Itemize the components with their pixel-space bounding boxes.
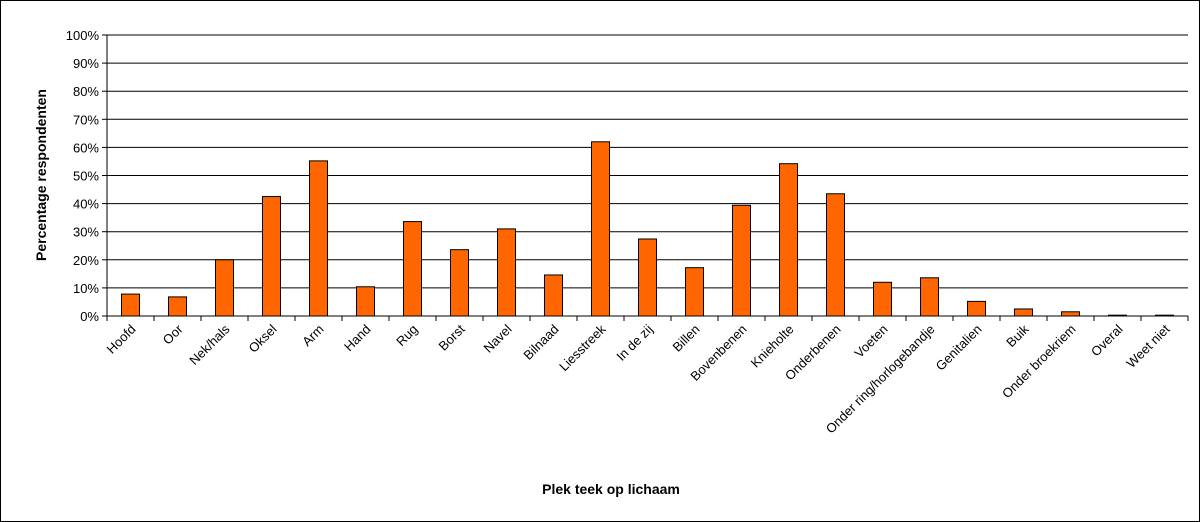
y-tick-label: 80% — [73, 84, 99, 99]
y-tick-label: 60% — [73, 140, 99, 155]
x-tick-label: Voeten — [851, 322, 890, 361]
bar — [309, 160, 328, 317]
x-tick-label: Oksel — [246, 321, 280, 355]
bar — [544, 274, 563, 317]
bar — [638, 238, 657, 317]
bars — [121, 141, 1174, 317]
y-tick-label: 100% — [66, 28, 100, 43]
x-tick-label: Hoofd — [103, 322, 138, 357]
y-tick-label: 20% — [73, 253, 99, 268]
bar — [262, 196, 281, 317]
y-tick-label: 70% — [73, 112, 99, 127]
bar — [826, 193, 845, 317]
bar — [873, 281, 892, 317]
y-tick-label: 90% — [73, 56, 99, 71]
x-tick-label: Weet niet — [1123, 321, 1173, 371]
y-tick-label: 0% — [80, 309, 99, 324]
x-tick-label: Overal — [1088, 321, 1126, 359]
x-tick-label: Buik — [1003, 321, 1032, 350]
bar — [732, 204, 751, 317]
y-tick-label: 10% — [73, 281, 99, 296]
x-tick-label: Knieholte — [748, 322, 797, 371]
x-axis-title: Plek teek op lichaam — [542, 481, 680, 497]
x-tick-label: Liesstreek — [556, 321, 609, 374]
y-axis-tick-labels: 0% 10% 20% 30% 40% 50% 60% 70% 80% 90% 100% — [66, 28, 100, 324]
bar — [685, 267, 704, 317]
x-tick-label: Nek/hals — [186, 321, 233, 368]
x-tick-label: Navel — [481, 321, 515, 355]
bar — [967, 300, 986, 317]
x-tick-label: Borst — [436, 321, 468, 353]
x-tick-label: Billen — [670, 322, 703, 355]
bar — [920, 277, 939, 317]
bar — [215, 259, 234, 317]
x-tick-label: Oor — [160, 321, 186, 347]
x-tick-label: Genitalien — [933, 322, 985, 374]
bar — [1061, 311, 1080, 317]
bar — [121, 293, 140, 317]
x-tick-label: Hand — [341, 322, 374, 355]
bar — [450, 249, 469, 317]
y-tick-label: 40% — [73, 197, 99, 212]
x-tick-label: Bilnaad — [520, 322, 561, 363]
bar — [779, 163, 798, 317]
x-tick-label: In de zij — [613, 321, 655, 363]
y-axis-title: Percentage respondenten — [33, 89, 49, 261]
y-tick-label: 30% — [73, 225, 99, 240]
x-tick-label: Rug — [393, 322, 420, 349]
bar — [1014, 308, 1033, 317]
bar — [591, 141, 610, 317]
bar — [497, 228, 516, 317]
x-tick-label: Arm — [299, 322, 326, 349]
bar — [356, 286, 375, 317]
bar — [168, 296, 187, 317]
x-axis-tick-labels: Hoofd Oor Nek/hals Oksel Arm Hand Rug Borst Nave… — [103, 316, 1189, 436]
bar — [403, 221, 422, 317]
y-tick-label: 50% — [73, 169, 99, 184]
